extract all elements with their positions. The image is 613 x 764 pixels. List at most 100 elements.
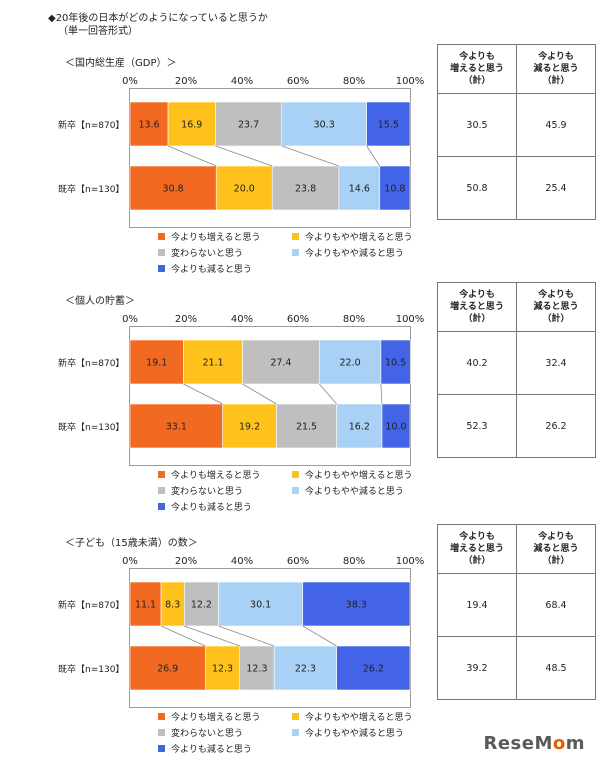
table-row: 40.2 32.4 <box>437 331 596 395</box>
legend-swatch <box>158 233 165 240</box>
data-label: 22.0 <box>340 358 361 369</box>
data-label: 14.6 <box>349 184 370 195</box>
tick-label: 80% <box>342 314 366 325</box>
bar-segment <box>271 165 340 211</box>
tick-label: 80% <box>342 556 366 567</box>
data-label: 26.2 <box>363 664 384 675</box>
tick-label: 100% <box>395 556 425 567</box>
data-label: 15.5 <box>378 120 399 131</box>
chart-section-2: ＜個人の貯蓄＞ 0% 20% 40% 60% 80% 100% 19.1 21.1 27.4 22.… <box>0 282 613 518</box>
bar-segment <box>273 645 337 691</box>
legend-swatch <box>158 503 165 510</box>
bar-segment <box>215 101 283 147</box>
connector-line <box>215 145 273 167</box>
data-label: 21.1 <box>202 358 223 369</box>
legend-swatch <box>292 233 299 240</box>
data-label: 20.0 <box>234 184 255 195</box>
connector-line <box>160 625 206 647</box>
data-label: 10.8 <box>384 184 405 195</box>
legend-item: 今よりもやや減ると思う <box>292 484 404 497</box>
legend-label: 今よりもやや減ると思う <box>305 729 404 739</box>
tick-label: 0% <box>122 556 138 567</box>
data-label: 23.8 <box>295 184 316 195</box>
data-label: 38.3 <box>346 600 367 611</box>
legend-item: 今よりも増えると思う <box>158 230 261 243</box>
table-header: 今よりも 減ると思う （計） <box>516 524 596 574</box>
category-label: 新卒【n=870】 <box>58 121 125 131</box>
data-label: 30.8 <box>163 184 184 195</box>
category-label: 既卒【n=130】 <box>58 423 125 433</box>
legend-swatch <box>158 471 165 478</box>
bar-segment <box>129 101 169 147</box>
table-row: 39.2 48.5 <box>437 636 596 700</box>
logo-text-1: ReseM <box>483 733 553 754</box>
legend-label: 今よりもやや増えると思う <box>305 233 413 243</box>
summary-table: 今よりも 増えると思う （計） 今よりも 減ると思う （計） 30.5 45.9 50.… <box>437 44 596 220</box>
chart-subtitle: （単一回答形式） <box>58 26 138 37</box>
legend-label: 変わらないと思う <box>171 729 244 739</box>
bar-segment <box>239 645 275 691</box>
bar-segment <box>129 165 217 211</box>
bar-segment <box>379 165 411 211</box>
legend-swatch <box>158 745 165 752</box>
data-label: 12.2 <box>191 600 212 611</box>
section-title: ＜国内総生産（GDP）＞ <box>65 58 177 69</box>
data-label: 27.4 <box>270 358 291 369</box>
logo-text-3: m <box>565 733 585 754</box>
bar-segment <box>242 339 320 385</box>
bar-segment <box>129 403 223 449</box>
bar-segment <box>129 339 184 385</box>
data-label: 13.6 <box>138 120 159 131</box>
bar-segment <box>129 581 162 627</box>
legend-label: 変わらないと思う <box>171 249 244 259</box>
legend-label: 今よりもやや増えると思う <box>305 471 413 481</box>
legend-swatch <box>158 265 165 272</box>
tick-label: 20% <box>174 76 198 87</box>
data-label: 23.7 <box>238 120 259 131</box>
table-row: 50.8 25.4 <box>437 156 596 220</box>
legend-item: 今よりもやや増えると思う <box>292 710 413 723</box>
table-cell: 39.2 <box>437 636 517 700</box>
legend-swatch <box>158 729 165 736</box>
chart-title: ◆20年後の日本がどのようになっていると思うか <box>48 13 268 24</box>
bar-segment <box>222 403 277 449</box>
data-label: 16.2 <box>349 422 370 433</box>
chart-section-3: ＜子ども（15歳未満）の数＞ 0% 20% 40% 60% 80% 100% 11.1 8.3 1… <box>0 524 613 760</box>
tick-label: 60% <box>286 314 310 325</box>
bar-segment <box>218 581 304 627</box>
data-label: 26.9 <box>157 664 178 675</box>
bar-segment <box>318 339 382 385</box>
connector-line <box>183 383 223 405</box>
bar-segment <box>338 165 381 211</box>
category-label: 既卒【n=130】 <box>58 665 125 675</box>
bar-segment <box>336 403 383 449</box>
legend-item: 今よりも増えると思う <box>158 710 261 723</box>
connector-line <box>184 625 240 647</box>
bar-segment <box>167 101 216 147</box>
table-cell: 26.2 <box>516 394 596 458</box>
connector-line <box>380 383 383 405</box>
data-label: 30.3 <box>314 120 335 131</box>
summary-table: 今よりも 増えると思う （計） 今よりも 減ると思う （計） 19.4 68.4 39.… <box>437 524 596 700</box>
table-header: 今よりも 増えると思う （計） <box>437 44 517 94</box>
data-label: 33.1 <box>166 422 187 433</box>
tick-label: 100% <box>395 314 425 325</box>
table-header: 今よりも 増えると思う （計） <box>437 524 517 574</box>
section-title: ＜子ども（15歳未満）の数＞ <box>65 538 198 549</box>
data-label: 16.9 <box>181 120 202 131</box>
legend-label: 今よりも減ると思う <box>171 745 252 755</box>
tick-label: 60% <box>286 76 310 87</box>
tick-label: 40% <box>230 314 254 325</box>
bar-segment <box>366 101 411 147</box>
table-header: 今よりも 増えると思う （計） <box>437 282 517 332</box>
table-row: 30.5 45.9 <box>437 93 596 157</box>
bar-segment <box>380 339 411 385</box>
stacked-bar-plot: 11.1 8.3 12.2 30.1 38.3 26.9 12.3 12.3 22.3 26.2 <box>129 568 411 708</box>
legend-swatch <box>292 729 299 736</box>
bar-segment <box>336 645 411 691</box>
legend-item: 今よりもやや増えると思う <box>292 230 413 243</box>
tick-label: 0% <box>122 76 138 87</box>
tick-label: 0% <box>122 314 138 325</box>
tick-label: 60% <box>286 556 310 567</box>
legend-label: 今よりも増えると思う <box>171 471 261 481</box>
